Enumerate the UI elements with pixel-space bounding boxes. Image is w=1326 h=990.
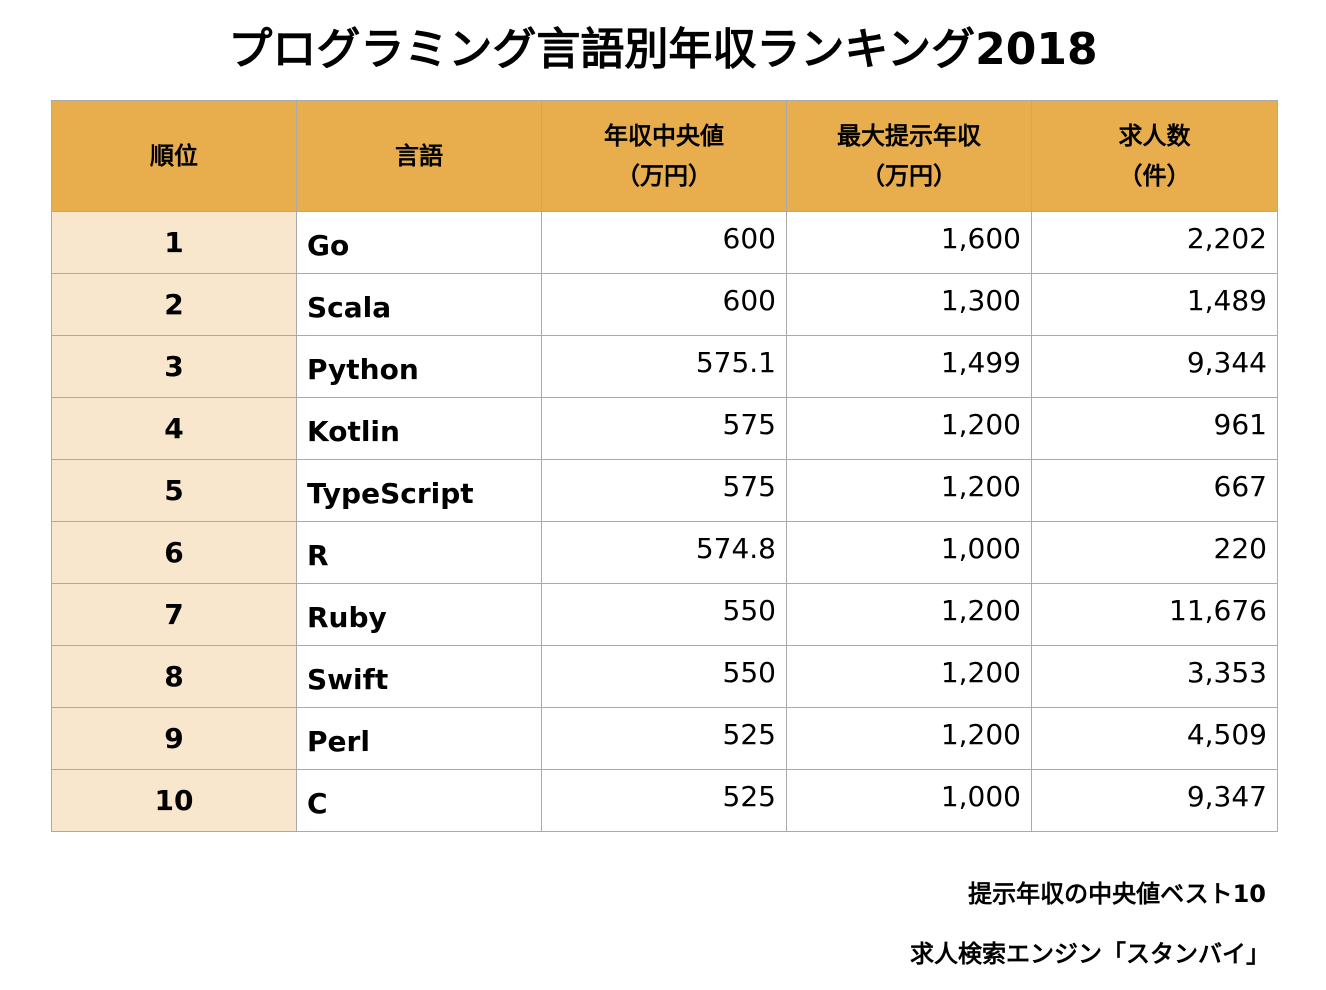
rank-cell: 10: [51, 769, 297, 832]
column-header-language: 言語: [296, 100, 542, 212]
language-cell: Perl: [296, 707, 542, 770]
table-row: 5 TypeScript 575 1,200 667: [51, 459, 1278, 522]
language-cell: R: [296, 521, 542, 584]
language-cell: Go: [296, 211, 542, 274]
rank-cell: 9: [51, 707, 297, 770]
median-salary-cell: 525: [541, 769, 787, 832]
column-header-rank: 順位: [51, 100, 297, 212]
max-salary-cell: 1,499: [786, 335, 1032, 398]
language-cell: Scala: [296, 273, 542, 336]
language-cell: Kotlin: [296, 397, 542, 460]
footnote-ranking-basis: 提示年収の中央値ベスト10: [968, 880, 1266, 908]
max-salary-cell: 1,200: [786, 645, 1032, 708]
column-header-jobs: 求人数 （件）: [1031, 100, 1278, 212]
column-header-label: 年収中央値: [604, 122, 724, 150]
jobs-cell: 3,353: [1031, 645, 1278, 708]
rank-cell: 8: [51, 645, 297, 708]
column-header-label: 言語: [395, 142, 443, 170]
language-cell: TypeScript: [296, 459, 542, 522]
rank-cell: 7: [51, 583, 297, 646]
jobs-cell: 9,347: [1031, 769, 1278, 832]
table-row: 10 C 525 1,000 9,347: [51, 769, 1278, 832]
jobs-cell: 2,202: [1031, 211, 1278, 274]
column-header-label: 求人数: [1118, 122, 1191, 150]
median-salary-cell: 575.1: [541, 335, 787, 398]
jobs-cell: 9,344: [1031, 335, 1278, 398]
page-title: プログラミング言語別年収ランキング2018: [228, 24, 1098, 75]
median-salary-cell: 600: [541, 273, 787, 336]
table-row: 3 Python 575.1 1,499 9,344: [51, 335, 1278, 398]
jobs-cell: 667: [1031, 459, 1278, 522]
max-salary-cell: 1,000: [786, 521, 1032, 584]
column-header-unit: （万円）: [616, 162, 712, 190]
rank-cell: 5: [51, 459, 297, 522]
column-header-unit: （万円）: [861, 162, 957, 190]
rank-cell: 4: [51, 397, 297, 460]
max-salary-cell: 1,200: [786, 397, 1032, 460]
table-row: 4 Kotlin 575 1,200 961: [51, 397, 1278, 460]
jobs-cell: 1,489: [1031, 273, 1278, 336]
median-salary-cell: 525: [541, 707, 787, 770]
rank-cell: 1: [51, 211, 297, 274]
median-salary-cell: 574.8: [541, 521, 787, 584]
column-header-max-salary: 最大提示年収 （万円）: [786, 100, 1032, 212]
median-salary-cell: 600: [541, 211, 787, 274]
median-salary-cell: 575: [541, 459, 787, 522]
table-header-row: 順位 言語 年収中央値 （万円） 最大提示年収 （万円） 求人数 （件）: [51, 100, 1278, 212]
max-salary-cell: 1,600: [786, 211, 1032, 274]
language-cell: Ruby: [296, 583, 542, 646]
table-row: 6 R 574.8 1,000 220: [51, 521, 1278, 584]
language-cell: Python: [296, 335, 542, 398]
max-salary-cell: 1,200: [786, 707, 1032, 770]
language-cell: C: [296, 769, 542, 832]
rank-cell: 6: [51, 521, 297, 584]
jobs-cell: 4,509: [1031, 707, 1278, 770]
jobs-cell: 11,676: [1031, 583, 1278, 646]
median-salary-cell: 575: [541, 397, 787, 460]
table-row: 9 Perl 525 1,200 4,509: [51, 707, 1278, 770]
max-salary-cell: 1,000: [786, 769, 1032, 832]
column-header-label: 最大提示年収: [837, 122, 981, 150]
column-header-median-salary: 年収中央値 （万円）: [541, 100, 787, 212]
table-row: 7 Ruby 550 1,200 11,676: [51, 583, 1278, 646]
max-salary-cell: 1,300: [786, 273, 1032, 336]
rank-cell: 2: [51, 273, 297, 336]
jobs-cell: 220: [1031, 521, 1278, 584]
table-row: 2 Scala 600 1,300 1,489: [51, 273, 1278, 336]
column-header-unit: （件）: [1118, 162, 1191, 190]
jobs-cell: 961: [1031, 397, 1278, 460]
max-salary-cell: 1,200: [786, 459, 1032, 522]
median-salary-cell: 550: [541, 583, 787, 646]
table-row: 8 Swift 550 1,200 3,353: [51, 645, 1278, 708]
max-salary-cell: 1,200: [786, 583, 1032, 646]
rank-cell: 3: [51, 335, 297, 398]
column-header-label: 順位: [150, 142, 198, 170]
language-cell: Swift: [296, 645, 542, 708]
table-row: 1 Go 600 1,600 2,202: [51, 211, 1278, 274]
median-salary-cell: 550: [541, 645, 787, 708]
footnote-source: 求人検索エンジン「スタンバイ」: [910, 940, 1270, 968]
ranking-table: 順位 言語 年収中央値 （万円） 最大提示年収 （万円） 求人数 （件） 1 G…: [51, 100, 1278, 832]
